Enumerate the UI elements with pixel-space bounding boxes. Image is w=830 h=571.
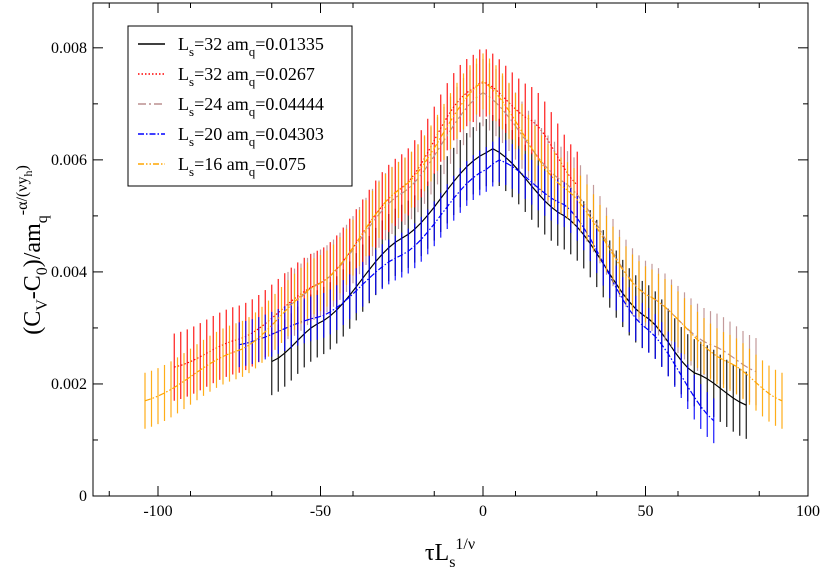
y-tick-label: 0.008 <box>51 40 87 57</box>
legend-box <box>127 25 353 187</box>
series-2 <box>287 59 760 406</box>
y-tick-label: 0.004 <box>51 264 87 281</box>
y-tick-label: 0.002 <box>51 376 87 393</box>
y-axis-label: (CV-C0)/amq-α/(νyh) <box>14 165 51 335</box>
x-tick-label: 0 <box>479 503 487 520</box>
series-4 <box>144 53 783 429</box>
x-tick-label: 50 <box>638 503 654 520</box>
series-line <box>239 159 715 422</box>
legend-label: Ls=16 amq=0.075 <box>178 154 306 179</box>
legend-label: Ls=24 amq=0.04444 <box>178 94 324 119</box>
legend: Ls=32 amq=0.01335 Ls=32 amq=0.0267 Ls=24 a… <box>127 25 353 187</box>
x-tick-label: -50 <box>310 503 331 520</box>
series-layer <box>144 49 783 444</box>
legend-label: Ls=32 amq=0.0267 <box>178 64 315 89</box>
series-line <box>271 148 747 406</box>
y-tick-label: 0 <box>79 488 87 505</box>
series-3 <box>238 137 718 444</box>
legend-label: Ls=32 amq=0.01335 <box>178 34 324 59</box>
y-tick-label: 0.006 <box>51 152 87 169</box>
x-tick-label: -100 <box>143 503 172 520</box>
x-axis-label: τLs1/ν <box>425 536 475 571</box>
axes: -100 -50 0 50 100 0 0.002 0.004 0.006 0.008 <box>51 3 820 520</box>
plot-frame <box>92 2 809 497</box>
legend-label: Ls=20 amq=0.04303 <box>178 124 324 149</box>
x-tick-label: 100 <box>796 503 820 520</box>
series-line <box>144 80 783 402</box>
